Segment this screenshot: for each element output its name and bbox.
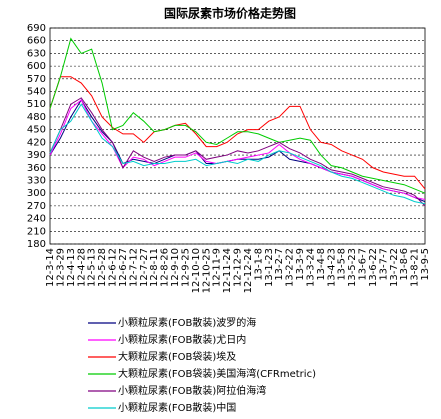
y-tick-label: 630 — [27, 48, 46, 59]
x-tick-label: 12-9-25 — [180, 248, 191, 287]
x-tick-label: 13-4-8 — [316, 248, 327, 281]
legend-label: 小颗粒尿素(FOB散装)尤日内 — [118, 333, 246, 346]
x-tick-label: 13-6-22 — [368, 248, 379, 287]
y-tick-label: 240 — [27, 214, 46, 225]
series-line — [49, 37, 426, 194]
y-tick-label: 390 — [27, 150, 46, 161]
series-line — [49, 97, 426, 207]
x-tick-label: 13-7-22 — [389, 248, 400, 287]
x-tick-label: 12-4-28 — [76, 248, 87, 287]
x-tick-label: 12-6-12 — [108, 248, 119, 287]
series-line — [49, 103, 426, 205]
x-tick-label: 13-8-6 — [399, 248, 410, 281]
x-tick-label: 12-7-27 — [139, 248, 150, 287]
legend-label: 小颗粒尿素(FOB散装)阿拉伯海湾 — [118, 384, 266, 397]
x-tick-label: 13-2-22 — [285, 248, 296, 287]
y-tick-label: 540 — [27, 87, 46, 98]
x-tick-label: 13-3-24 — [305, 248, 316, 287]
y-tick-label: 420 — [27, 137, 46, 148]
x-tick-label: 12-4-13 — [66, 248, 77, 287]
y-tick-label: 270 — [27, 201, 46, 212]
x-tick-label: 12-5-13 — [87, 248, 98, 287]
x-tick-label: 12-11-24 — [222, 248, 233, 293]
x-tick-label: 13-3-9 — [295, 248, 306, 281]
x-tick-label: 13-5-8 — [337, 248, 348, 281]
x-tick-label: 13-6-7 — [358, 248, 369, 281]
x-tick-label: 12-10-10 — [191, 248, 202, 293]
x-tick-label: 12-12-24 — [243, 248, 254, 293]
x-tick-label: 12-11-9 — [212, 248, 223, 287]
y-tick-label: 360 — [27, 163, 46, 174]
y-tick-label: 450 — [27, 125, 46, 136]
x-tick-label: 12-3-29 — [55, 248, 66, 287]
x-tick-label: 12-9-10 — [170, 248, 181, 287]
y-tick-label: 480 — [27, 112, 46, 123]
series-line — [49, 76, 426, 190]
y-tick-label: 330 — [27, 175, 46, 186]
x-tick-label: 12-8-26 — [160, 248, 171, 287]
x-tick-label: 12-6-27 — [118, 248, 129, 287]
x-tick-label: 13-5-23 — [347, 248, 358, 287]
x-tick-label: 13-1-8 — [253, 248, 264, 281]
x-tick-label: 13-9-5 — [420, 248, 431, 281]
x-tick-label: 13-4-23 — [326, 248, 337, 287]
x-tick-label: 12-3-14 — [45, 248, 56, 287]
x-tick-label: 13-8-21 — [410, 248, 421, 287]
y-tick-label: 180 — [27, 239, 46, 250]
y-tick-label: 660 — [27, 36, 46, 47]
y-tick-label: 510 — [27, 99, 46, 110]
legend-label: 小颗粒尿素(FOB散装)中国 — [118, 401, 236, 414]
y-tick-label: 570 — [27, 74, 46, 85]
x-tick-label: 12-8-11 — [149, 248, 160, 287]
legend-label: 大颗粒尿素(FOB袋装)埃及 — [118, 350, 236, 363]
plot-frame — [49, 27, 426, 245]
y-tick-label: 600 — [27, 61, 46, 72]
x-tick-label: 13-7-7 — [378, 248, 389, 281]
legend-label: 大颗粒尿素(FOB袋装)美国海湾(CFRmetric) — [118, 367, 316, 380]
x-tick-label: 12-5-28 — [97, 248, 108, 287]
y-tick-label: 690 — [27, 23, 46, 34]
y-tick-label: 210 — [27, 226, 46, 237]
x-tick-label: 12-10-25 — [201, 248, 212, 293]
x-tick-label: 13-1-23 — [264, 248, 275, 287]
chart-title: 国际尿素市场价格走势图 — [164, 6, 296, 21]
y-tick-label: 300 — [27, 188, 46, 199]
x-tick-label: 12-12-9 — [233, 248, 244, 287]
x-tick-label: 12-7-12 — [128, 248, 139, 287]
legend-label: 小颗粒尿素(FOB散装)波罗的海 — [118, 316, 256, 329]
x-tick-label: 13-2-7 — [274, 248, 285, 281]
